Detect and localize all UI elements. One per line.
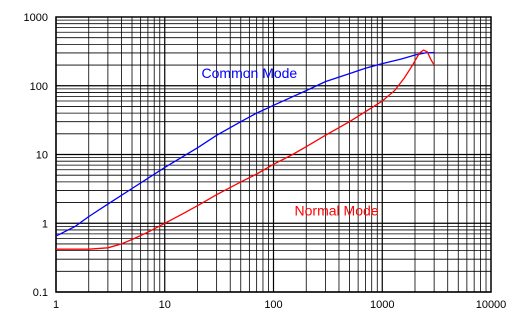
series-layer [55, 49, 435, 250]
annotation-common-mode: Common Mode [202, 65, 298, 81]
y-tick-label: 1 [42, 218, 48, 230]
x-tick-label: 1 [53, 299, 59, 311]
y-tick-label: 10 [36, 150, 48, 162]
y-tick-label: 0.1 [33, 287, 48, 299]
grid [55, 17, 491, 293]
plot-frame [55, 16, 492, 293]
y-tick-label: 100 [30, 81, 48, 93]
x-tick-label: 10 [159, 299, 171, 311]
x-tick-label: 10000 [476, 299, 507, 311]
annotation-normal-mode: Normal Mode [295, 202, 379, 218]
tick-labels: 1 10 100 1000 10000 1000 100 10 1 0.1 [24, 12, 507, 311]
y-tick-label: 1000 [24, 12, 48, 24]
series-line-common [55, 51, 435, 237]
x-tick-label: 100 [264, 299, 282, 311]
x-tick-label: 1000 [370, 299, 394, 311]
series-line-normal [56, 49, 435, 250]
